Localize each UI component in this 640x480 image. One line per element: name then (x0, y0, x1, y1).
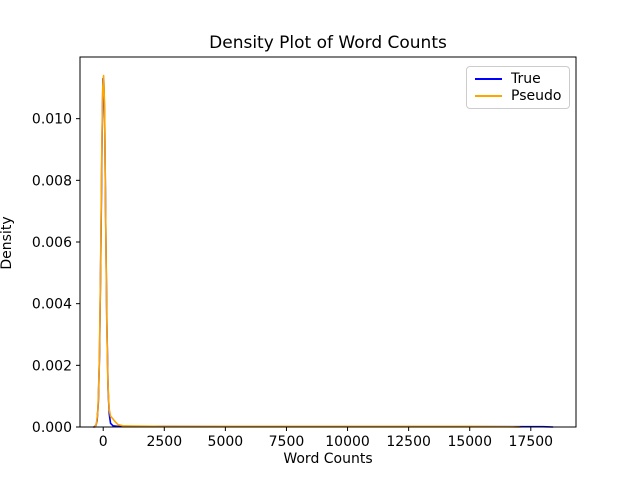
series-pseudo-line (94, 74, 521, 428)
x-tick-label: 7500 (269, 434, 305, 450)
y-tick-label: 0.008 (32, 173, 72, 189)
x-tick-label: 17500 (509, 434, 554, 450)
legend-swatch-pseudo-line (475, 94, 502, 97)
y-tick-label: 0.002 (32, 358, 72, 374)
y-tick-label: 0.006 (32, 235, 72, 251)
y-tick-label: 0.004 (32, 297, 72, 313)
series-true-line (93, 77, 554, 428)
x-tick-label: 0 (99, 434, 108, 450)
x-tick-label: 2500 (146, 434, 182, 450)
chart-title: Density Plot of Word Counts (209, 33, 447, 53)
axes-frame (79, 56, 577, 428)
x-tick-label: 10000 (325, 434, 370, 450)
legend-swatch-true-line (475, 78, 502, 81)
y-axis-label: Density (0, 216, 15, 270)
x-axis-label: Word Counts (283, 451, 373, 467)
legend: True Pseudo (466, 66, 570, 109)
x-tick-label: 5000 (208, 434, 244, 450)
x-tick-label: 15000 (447, 434, 492, 450)
legend-label-true: True (511, 71, 541, 88)
y-tick-label: 0.000 (32, 420, 72, 436)
legend-item-pseudo: Pseudo (475, 87, 562, 104)
legend-item-true: True (475, 71, 560, 87)
x-tick-label: 12500 (386, 434, 431, 450)
y-tick-label: 0.010 (32, 112, 72, 128)
legend-label-pseudo: Pseudo (511, 87, 562, 104)
